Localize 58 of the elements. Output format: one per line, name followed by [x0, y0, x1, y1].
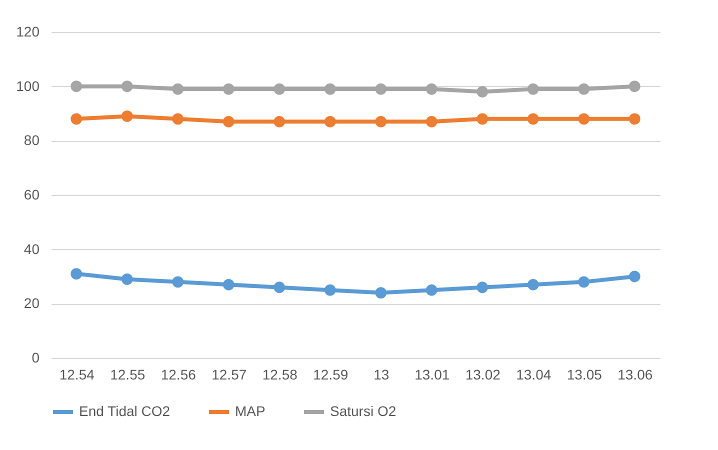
y-tick-label: 100 — [16, 78, 40, 94]
point — [375, 287, 387, 298]
point — [222, 83, 234, 95]
point — [476, 86, 488, 98]
point — [476, 113, 488, 125]
point — [121, 110, 133, 122]
point — [70, 80, 82, 92]
legend-label: End Tidal CO2 — [79, 403, 170, 419]
x-tick-label: 12.59 — [313, 366, 348, 382]
point — [172, 83, 184, 95]
y-tick-label: 60 — [24, 186, 40, 202]
legend-label: Satursi O2 — [330, 403, 396, 419]
point — [70, 268, 82, 280]
point — [324, 116, 336, 128]
point — [578, 276, 590, 288]
x-tick-label: 13.06 — [618, 366, 653, 382]
point — [426, 83, 438, 95]
y-tick-label: 80 — [24, 132, 40, 148]
x-tick-label: 13.01 — [414, 366, 450, 382]
point — [172, 113, 184, 125]
point — [222, 278, 234, 290]
point — [172, 276, 184, 288]
point — [527, 278, 539, 290]
point — [274, 83, 286, 95]
legend-label: MAP — [235, 403, 266, 419]
point — [628, 113, 640, 125]
x-tick-label: 12.58 — [262, 366, 298, 382]
point — [527, 113, 539, 125]
x-tick-label: 12.54 — [59, 366, 95, 382]
x-tick-label: 13.02 — [465, 366, 501, 382]
y-tick-label: 120 — [16, 24, 40, 40]
point — [628, 270, 640, 282]
x-tick-label: 13.04 — [516, 366, 552, 382]
y-tick-label: 40 — [24, 240, 40, 257]
point — [426, 116, 438, 128]
y-tick-label: 20 — [24, 295, 40, 312]
point — [121, 80, 133, 92]
point — [274, 116, 286, 128]
point — [324, 83, 336, 95]
x-tick-label: 12.57 — [212, 366, 247, 382]
point — [476, 282, 488, 294]
point — [527, 83, 539, 95]
x-tick-label: 13.05 — [566, 366, 602, 382]
point — [578, 83, 590, 95]
point — [324, 284, 336, 296]
point — [375, 116, 387, 128]
x-tick-label: 12.55 — [110, 366, 146, 382]
point — [375, 83, 387, 95]
point — [426, 284, 438, 296]
y-tick-label: 0 — [32, 350, 40, 366]
point — [628, 80, 640, 92]
point — [578, 113, 590, 125]
point — [222, 116, 234, 128]
x-tick-label: 12.56 — [160, 366, 196, 382]
point — [70, 113, 82, 125]
x-tick-label: 13 — [374, 366, 390, 382]
point — [274, 282, 286, 294]
point — [121, 274, 133, 285]
